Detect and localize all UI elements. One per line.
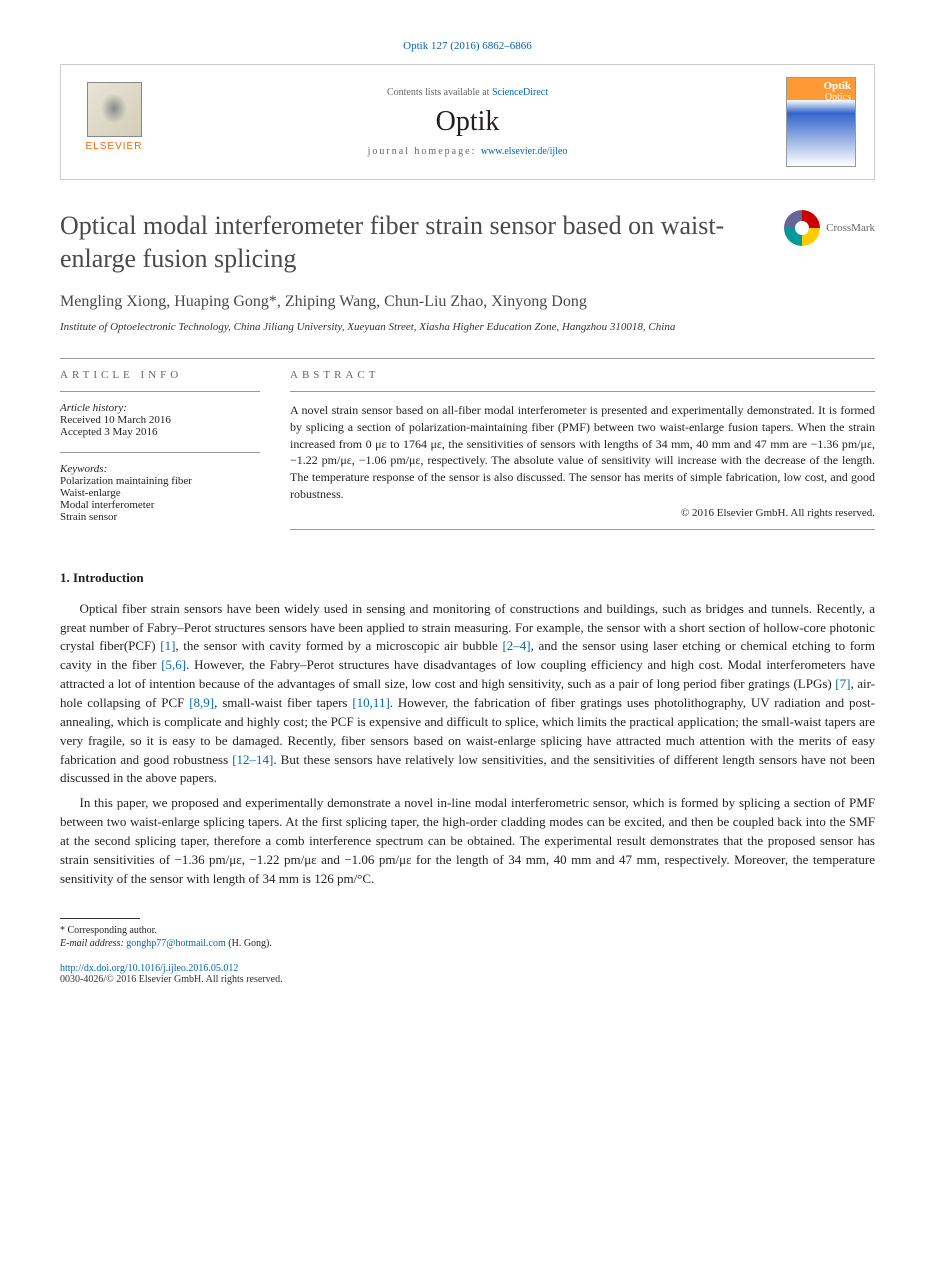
text: , small-waist fiber tapers bbox=[214, 695, 352, 710]
text: , the sensor with cavity formed by a mic… bbox=[175, 638, 502, 653]
footer-divider bbox=[60, 918, 140, 919]
contents-prefix: Contents lists available at bbox=[387, 87, 492, 98]
crossmark-badge[interactable]: CrossMark bbox=[784, 210, 875, 246]
ref-link[interactable]: [10,11] bbox=[352, 695, 389, 710]
ref-link[interactable]: [1] bbox=[160, 638, 175, 653]
abstract-text: A novel strain sensor based on all-fiber… bbox=[290, 402, 875, 503]
sciencedirect-link[interactable]: ScienceDirect bbox=[492, 87, 548, 98]
abstract-column: ABSTRACT A novel strain sensor based on … bbox=[290, 369, 875, 540]
affiliation: Institute of Optoelectronic Technology, … bbox=[60, 321, 875, 333]
homepage-line: journal homepage: www.elsevier.de/ijleo bbox=[149, 146, 786, 157]
homepage-prefix: journal homepage: bbox=[368, 146, 481, 157]
crossmark-label: CrossMark bbox=[826, 222, 875, 234]
homepage-link[interactable]: www.elsevier.de/ijleo bbox=[481, 146, 568, 157]
received-date: Received 10 March 2016 bbox=[60, 414, 260, 426]
publisher-name: ELSEVIER bbox=[86, 141, 143, 152]
crossmark-icon bbox=[784, 210, 820, 246]
article-history: Article history: Received 10 March 2016 … bbox=[60, 402, 260, 438]
ref-link[interactable]: [8,9] bbox=[189, 695, 214, 710]
ref-link[interactable]: [2–4] bbox=[502, 638, 530, 653]
doi-link[interactable]: http://dx.doi.org/10.1016/j.ijleo.2016.0… bbox=[60, 963, 238, 974]
title-row: Optical modal interferometer fiber strai… bbox=[60, 210, 875, 275]
article-title: Optical modal interferometer fiber strai… bbox=[60, 210, 784, 275]
ref-link[interactable]: [12–14] bbox=[232, 752, 273, 767]
header-center: Contents lists available at ScienceDirec… bbox=[149, 87, 786, 157]
doi-line: http://dx.doi.org/10.1016/j.ijleo.2016.0… bbox=[60, 963, 875, 974]
header-box: ELSEVIER Contents lists available at Sci… bbox=[60, 64, 875, 180]
authors-list: Mengling Xiong, Huaping Gong*, Zhiping W… bbox=[60, 293, 875, 311]
journal-name: Optik bbox=[149, 106, 786, 138]
email-link[interactable]: gonghp77@hotmail.com bbox=[126, 938, 225, 949]
journal-cover-thumbnail[interactable] bbox=[786, 77, 856, 167]
issn-copyright-line: 0030-4026/© 2016 Elsevier GmbH. All righ… bbox=[60, 974, 875, 985]
article-info-header: ARTICLE INFO bbox=[60, 369, 260, 381]
elsevier-tree-icon bbox=[87, 82, 142, 137]
article-info-column: ARTICLE INFO Article history: Received 1… bbox=[60, 369, 260, 540]
divider bbox=[290, 391, 875, 392]
abstract-header: ABSTRACT bbox=[290, 369, 875, 381]
corresponding-author-note: * Corresponding author. bbox=[60, 925, 875, 936]
keyword: Polarization maintaining fiber bbox=[60, 475, 260, 487]
ref-link[interactable]: [7] bbox=[835, 676, 850, 691]
divider bbox=[60, 358, 875, 359]
divider bbox=[60, 391, 260, 392]
contents-line: Contents lists available at ScienceDirec… bbox=[149, 87, 786, 98]
intro-paragraph-1: Optical fiber strain sensors have been w… bbox=[60, 600, 875, 788]
keyword: Waist-enlarge bbox=[60, 487, 260, 499]
info-abstract-row: ARTICLE INFO Article history: Received 1… bbox=[60, 369, 875, 540]
header-citation[interactable]: Optik 127 (2016) 6862–6866 bbox=[60, 40, 875, 52]
email-suffix: (H. Gong). bbox=[226, 938, 272, 949]
keyword: Strain sensor bbox=[60, 511, 260, 523]
intro-paragraph-2: In this paper, we proposed and experimen… bbox=[60, 794, 875, 888]
divider bbox=[290, 529, 875, 530]
keywords-label: Keywords: bbox=[60, 463, 260, 475]
keyword: Modal interferometer bbox=[60, 499, 260, 511]
elsevier-logo[interactable]: ELSEVIER bbox=[79, 82, 149, 162]
accepted-date: Accepted 3 May 2016 bbox=[60, 426, 260, 438]
keywords-block: Keywords: Polarization maintaining fiber… bbox=[60, 463, 260, 523]
email-label: E-mail address: bbox=[60, 938, 126, 949]
section-heading-introduction: 1. Introduction bbox=[60, 570, 875, 586]
email-line: E-mail address: gonghp77@hotmail.com (H.… bbox=[60, 938, 875, 949]
divider bbox=[60, 452, 260, 453]
history-label: Article history: bbox=[60, 402, 260, 414]
ref-link[interactable]: [5,6] bbox=[161, 657, 186, 672]
abstract-copyright: © 2016 Elsevier GmbH. All rights reserve… bbox=[290, 507, 875, 519]
